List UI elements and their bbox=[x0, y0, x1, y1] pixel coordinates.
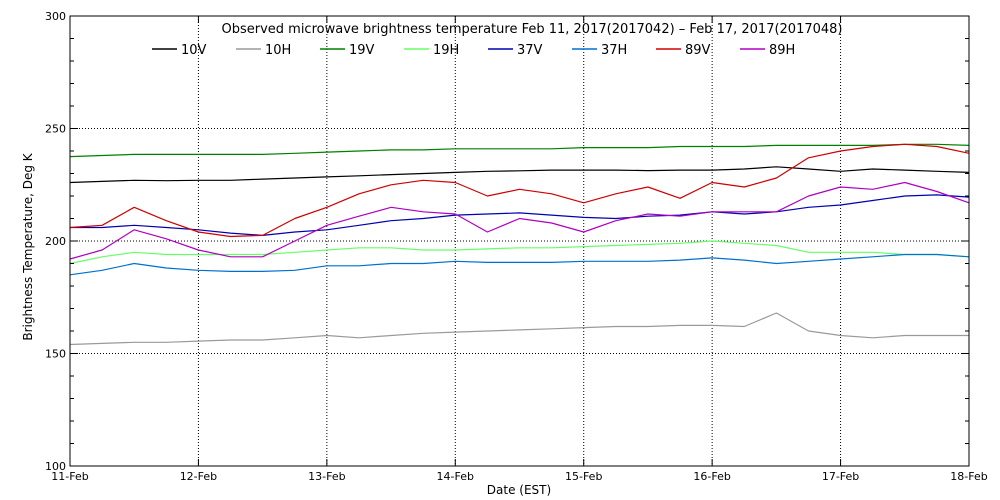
y-axis-label: Brightness Temperature, Deg K bbox=[21, 152, 35, 340]
x-tick-label: 14-Feb bbox=[437, 470, 474, 483]
plot-frame bbox=[69, 15, 970, 467]
axes: 11-Feb 12-Feb 13-Feb 14-Feb 15-Feb 16-Feb 17-F… bbox=[45, 10, 988, 483]
x-tick-label: 15-Feb bbox=[565, 470, 602, 483]
x-tick-label: 11-Feb bbox=[51, 470, 88, 483]
legend-label-10v: 10V bbox=[181, 43, 207, 58]
y-tick-label: 300 bbox=[45, 10, 66, 23]
series-line-19v bbox=[69, 143, 970, 158]
series-line-10h bbox=[69, 312, 969, 346]
chart-title: Observed microwave brightness temperatur… bbox=[221, 22, 842, 37]
grid-lines bbox=[70, 16, 969, 466]
y-tick-label: 100 bbox=[45, 460, 66, 473]
legend-label-19v: 19V bbox=[349, 43, 375, 58]
series-lines bbox=[69, 143, 970, 346]
legend-label-89h: 89H bbox=[769, 43, 795, 58]
x-axis-label: Date (EST) bbox=[487, 483, 551, 497]
x-tick-label: 12-Feb bbox=[180, 470, 217, 483]
legend-label-10h: 10H bbox=[265, 43, 291, 58]
series-line-89h bbox=[69, 181, 970, 260]
y-tick-label: 200 bbox=[45, 235, 66, 248]
series-line-37v bbox=[70, 194, 970, 236]
legend-label-19h: 19H bbox=[433, 43, 459, 58]
legend-label-89v: 89V bbox=[685, 43, 711, 58]
y-tick-label: 150 bbox=[45, 348, 66, 361]
x-tick-label: 16-Feb bbox=[693, 470, 730, 483]
series-line-19h bbox=[69, 240, 970, 265]
series-line-89v bbox=[69, 143, 970, 238]
legend-label-37h: 37H bbox=[601, 43, 627, 58]
x-tick-label: 17-Feb bbox=[822, 470, 859, 483]
x-tick-label: 18-Feb bbox=[950, 470, 987, 483]
y-tick-label: 250 bbox=[45, 123, 66, 136]
legend: 10V 10H 19V 19H 37V 37H 89V 89H bbox=[152, 43, 795, 58]
series-line-10v bbox=[69, 166, 970, 184]
x-tick-label: 13-Feb bbox=[308, 470, 345, 483]
series-line-37h bbox=[69, 253, 970, 276]
legend-label-37v: 37V bbox=[517, 43, 543, 58]
